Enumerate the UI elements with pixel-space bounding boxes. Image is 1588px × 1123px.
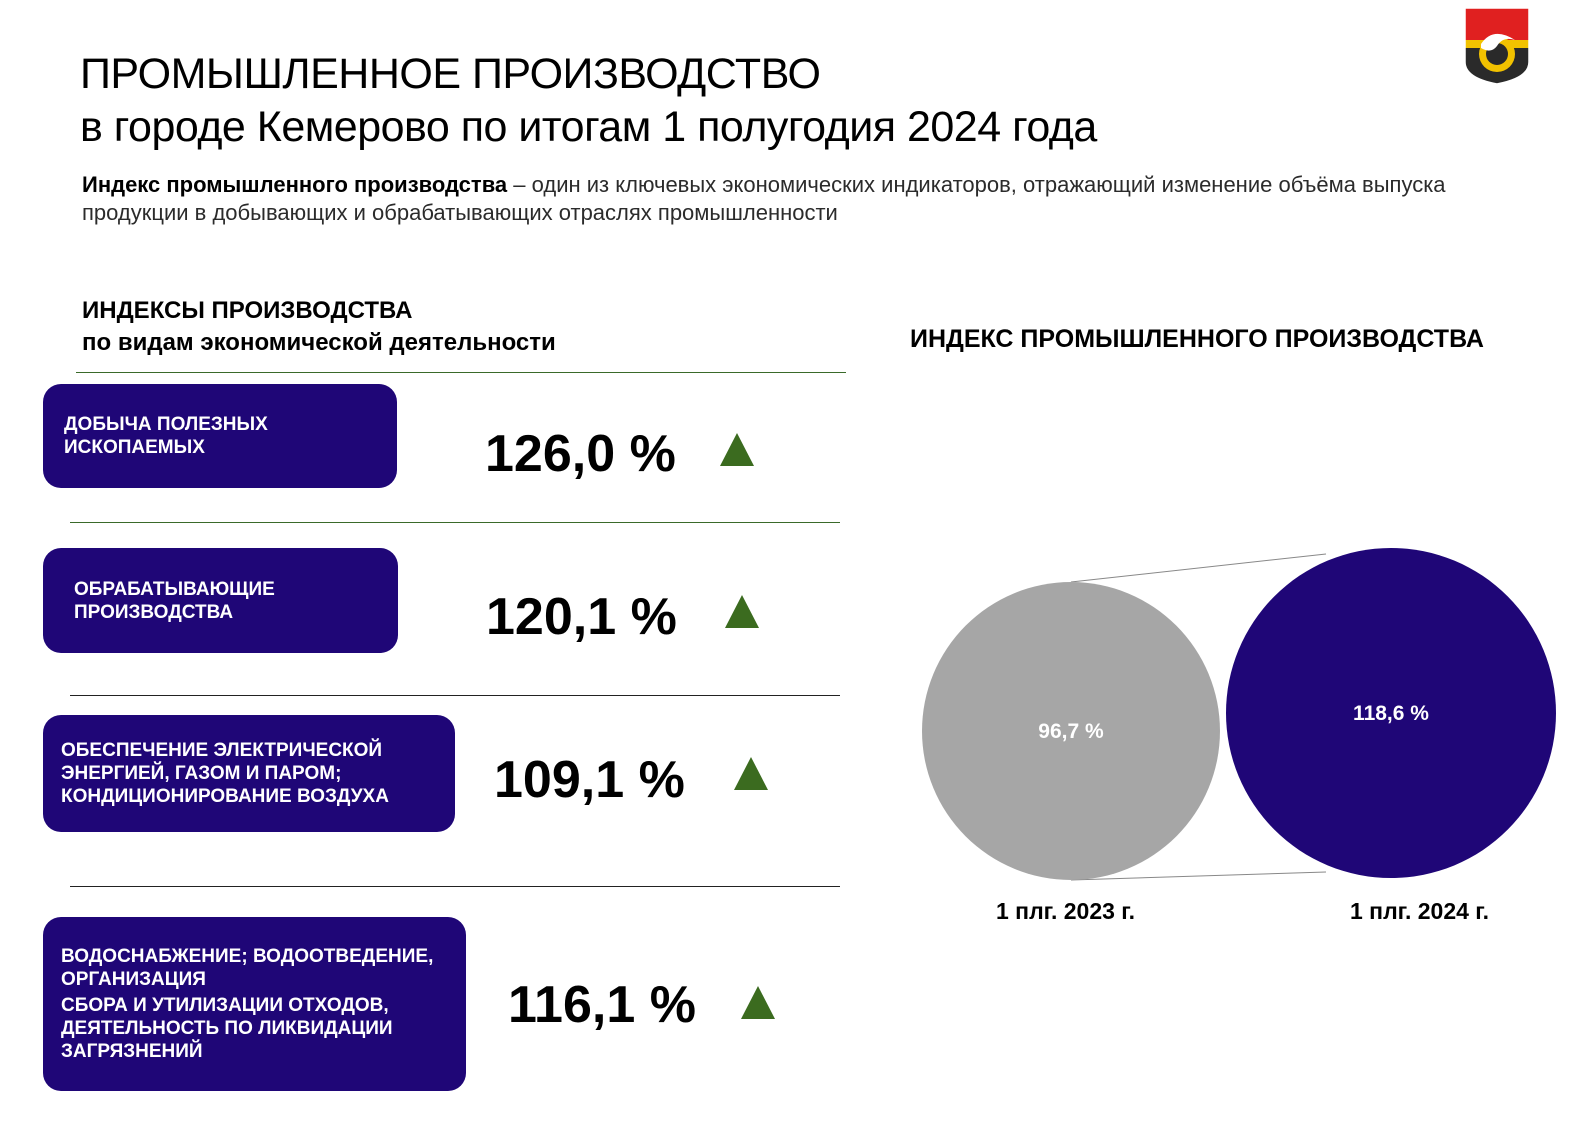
bubble-0 <box>922 582 1220 880</box>
intro-text: Индекс промышленного производства – один… <box>82 171 1502 227</box>
activity-label: ДОБЫЧА ПОЛЕЗНЫХ <box>64 414 268 435</box>
bubble-1 <box>1226 548 1556 878</box>
up-triangle-icon <box>725 595 759 628</box>
connector-top <box>1070 553 1327 583</box>
activity-label: КОНДИЦИОНИРОВАНИЕ ВОЗДУХА <box>61 786 389 807</box>
divider <box>70 522 840 523</box>
activity-card-mining: ДОБЫЧА ПОЛЕЗНЫХ ИСКОПАЕМЫХ <box>43 384 397 488</box>
intro-term: Индекс промышленного производства <box>82 172 508 197</box>
activity-label: ЗАГРЯЗНЕНИЙ <box>61 1041 203 1062</box>
section-subheading: по видам экономической деятельности <box>82 329 556 356</box>
activity-label: ПРОИЗВОДСТВА <box>74 601 234 623</box>
bubble-chart: 96,7 % 118,6 % <box>922 548 1556 881</box>
section-heading: ИНДЕКСЫ ПРОИЗВОДСТВА <box>82 297 413 324</box>
page-subtitle: в городе Кемерово по итогам 1 полугодия … <box>80 103 1097 151</box>
activity-label: СБОРА И УТИЛИЗАЦИИ ОТХОДОВ, <box>61 995 389 1016</box>
activity-label: ИСКОПАЕМЫХ <box>64 437 205 458</box>
activity-card-manufacturing: ОБРАБАТЫВАЮЩИЕ ПРОИЗВОДСТВА <box>43 548 398 653</box>
up-triangle-icon <box>734 757 768 790</box>
kemerovo-coat-of-arms-icon <box>1464 7 1530 85</box>
intro-definition: – один из ключевых экономических индикат… <box>82 172 1446 225</box>
divider <box>70 886 840 887</box>
activity-label: ОРГАНИЗАЦИЯ <box>61 969 206 990</box>
x-label-2024: 1 плг. 2024 г. <box>1350 898 1489 924</box>
activity-card-water: ВОДОСНАБЖЕНИЕ; ВОДООТВЕДЕНИЕ, ОРГАНИЗАЦИ… <box>43 917 466 1091</box>
activity-label: ЭНЕРГИЕЙ, ГАЗОМ И ПАРОМ; <box>61 763 342 784</box>
activity-card-energy: ОБЕСПЕЧЕНИЕ ЭЛЕКТРИЧЕСКОЙ ЭНЕРГИЕЙ, ГАЗО… <box>43 715 455 832</box>
chart-title: ИНДЕКС ПРОМЫШЛЕННОГО ПРОИЗВОДСТВА <box>910 325 1484 353</box>
page-title: ПРОМЫШЛЕННОЕ ПРОИЗВОДСТВО <box>80 50 821 98</box>
divider <box>76 372 846 373</box>
bubble-label-1: 118,6 % <box>1353 702 1429 725</box>
index-value-water: 116,1 % <box>508 976 696 1034</box>
index-value-manufacturing: 120,1 % <box>486 588 677 646</box>
activity-label: ОБЕСПЕЧЕНИЕ ЭЛЕКТРИЧЕСКОЙ <box>61 740 383 761</box>
x-label-2023: 1 плг. 2023 г. <box>996 898 1135 924</box>
bubble-label-0: 96,7 % <box>1038 720 1104 743</box>
index-value-mining: 126,0 % <box>485 425 676 483</box>
up-triangle-icon <box>720 433 754 466</box>
activity-label: ОБРАБАТЫВАЮЩИЕ <box>74 578 275 600</box>
activity-label: ДЕЯТЕЛЬНОСТЬ ПО ЛИКВИДАЦИИ <box>61 1018 393 1039</box>
divider <box>70 695 840 696</box>
index-value-energy: 109,1 % <box>494 751 685 809</box>
connector-bottom <box>1070 871 1327 881</box>
up-triangle-icon <box>741 986 775 1019</box>
activity-label: ВОДОСНАБЖЕНИЕ; ВОДООТВЕДЕНИЕ, <box>61 946 434 967</box>
